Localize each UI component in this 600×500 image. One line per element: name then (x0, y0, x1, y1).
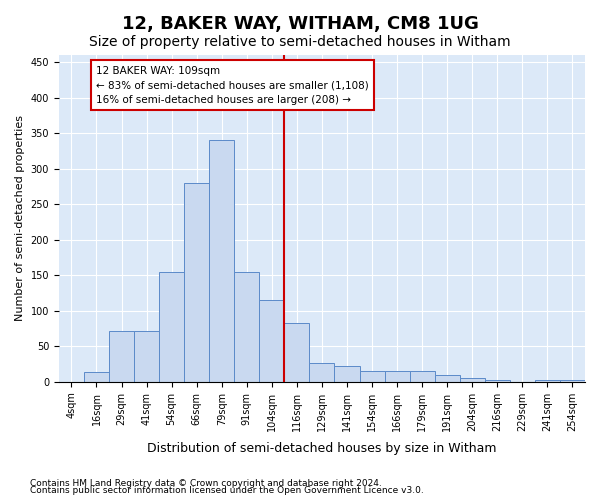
Bar (334, 366, 359, 382)
Bar (485, 380, 510, 382)
Bar (434, 374, 460, 382)
Bar (134, 330, 159, 382)
Bar (460, 378, 485, 382)
Bar (560, 380, 585, 382)
Bar (184, 183, 209, 382)
Bar (410, 371, 434, 382)
Bar (234, 272, 259, 382)
X-axis label: Distribution of semi-detached houses by size in Witham: Distribution of semi-detached houses by … (147, 442, 497, 455)
Bar (385, 371, 410, 382)
Bar (284, 323, 310, 382)
Bar (259, 300, 284, 382)
Text: Contains public sector information licensed under the Open Government Licence v3: Contains public sector information licen… (30, 486, 424, 495)
Bar (209, 140, 234, 382)
Text: 12, BAKER WAY, WITHAM, CM8 1UG: 12, BAKER WAY, WITHAM, CM8 1UG (122, 15, 478, 33)
Text: 12 BAKER WAY: 109sqm
← 83% of semi-detached houses are smaller (1,108)
16% of se: 12 BAKER WAY: 109sqm ← 83% of semi-detac… (97, 66, 369, 106)
Bar (535, 380, 560, 382)
Y-axis label: Number of semi-detached properties: Number of semi-detached properties (15, 116, 25, 322)
Bar (159, 272, 184, 382)
Bar (109, 330, 134, 382)
Text: Contains HM Land Registry data © Crown copyright and database right 2024.: Contains HM Land Registry data © Crown c… (30, 478, 382, 488)
Bar (84, 372, 109, 382)
Text: Size of property relative to semi-detached houses in Witham: Size of property relative to semi-detach… (89, 35, 511, 49)
Bar (310, 362, 334, 382)
Bar (359, 371, 385, 382)
